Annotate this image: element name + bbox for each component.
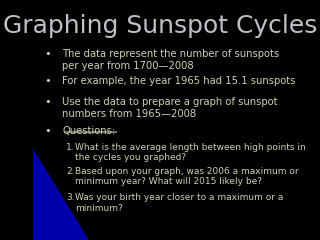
Text: Was your birth year closer to a maximum or a
minimum?: Was your birth year closer to a maximum … xyxy=(75,193,284,213)
Text: •: • xyxy=(44,97,51,107)
Text: Based upon your graph, was 2006 a maximum or
minimum year? What will 2015 likely: Based upon your graph, was 2006 a maximu… xyxy=(75,167,299,186)
Text: •: • xyxy=(44,76,51,86)
Text: What is the average length between high points in
the cycles you graphed?: What is the average length between high … xyxy=(75,143,306,162)
Text: For example, the year 1965 had 15.1 sunspots: For example, the year 1965 had 15.1 suns… xyxy=(62,76,296,86)
Text: •: • xyxy=(44,49,51,59)
Text: 1.: 1. xyxy=(66,143,75,152)
Polygon shape xyxy=(33,149,89,240)
Text: Questions:: Questions: xyxy=(62,126,116,136)
Text: The data represent the number of sunspots
per year from 1700—2008: The data represent the number of sunspot… xyxy=(62,49,279,71)
Text: Use the data to prepare a graph of sunspot
numbers from 1965—2008: Use the data to prepare a graph of sunsp… xyxy=(62,97,278,119)
Text: 2.: 2. xyxy=(66,167,75,176)
Text: 3.: 3. xyxy=(66,193,75,202)
Text: •: • xyxy=(44,126,51,136)
Text: Graphing Sunspot Cycles: Graphing Sunspot Cycles xyxy=(3,14,317,38)
